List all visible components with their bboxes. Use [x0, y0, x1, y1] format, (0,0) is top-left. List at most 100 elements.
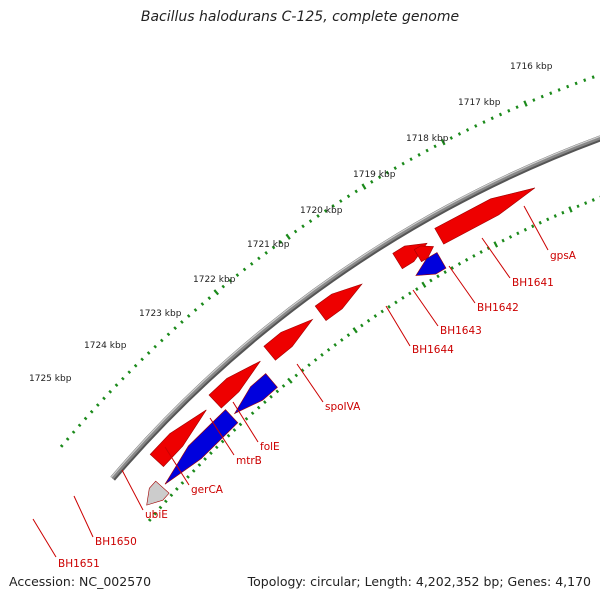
outer-tick	[59, 444, 64, 448]
inner-tick	[313, 358, 318, 362]
inner-tick	[508, 235, 513, 239]
inner-tick	[214, 445, 219, 450]
outer-tick	[474, 124, 478, 128]
outer-tick	[228, 278, 233, 283]
outer-tick	[257, 256, 261, 261]
outer-tick	[370, 180, 374, 184]
outer-tick	[213, 289, 220, 296]
inner-kbp-ticks	[147, 195, 600, 522]
outer-tick	[186, 314, 191, 318]
leader-line	[385, 305, 411, 347]
outer-tick	[133, 363, 138, 368]
outer-tick	[591, 75, 595, 79]
inner-tick	[180, 481, 185, 485]
inner-tick	[197, 463, 202, 467]
inner-tick	[307, 363, 311, 367]
inner-tick	[333, 343, 337, 347]
leader-line	[481, 237, 511, 279]
inner-tick	[244, 416, 249, 421]
kbp-label: 1720 kbp	[300, 206, 343, 216]
outer-tick	[193, 308, 198, 312]
inner-tick	[352, 327, 358, 334]
inner-tick	[546, 217, 550, 222]
outer-tick	[523, 100, 528, 107]
gene-reverse-1	[164, 409, 239, 485]
leader-line	[523, 205, 549, 251]
outer-tick	[180, 320, 184, 324]
gene-label: mtrB	[236, 455, 262, 467]
outer-tick	[331, 204, 335, 208]
kbp-label: 1718 kbp	[406, 134, 449, 144]
outer-tick	[465, 128, 470, 132]
label-leader-lines	[32, 205, 549, 558]
outer-tick	[95, 403, 100, 407]
outer-tick	[173, 326, 178, 331]
outer-tick	[271, 245, 276, 250]
outer-tick	[540, 94, 544, 99]
inner-tick	[269, 394, 273, 399]
gene-label: BH1651	[58, 558, 100, 570]
outer-tick	[557, 88, 561, 92]
outer-tick	[346, 194, 351, 199]
inner-tick	[584, 201, 588, 205]
inner-tick	[250, 411, 255, 416]
inner-tick	[523, 227, 527, 232]
outer-tick	[449, 136, 453, 140]
inner-tick	[408, 291, 412, 296]
gene-label: BH1642	[477, 302, 519, 314]
outer-tick	[308, 219, 313, 224]
gene-features	[146, 187, 536, 506]
kbp-label: 1721 kbp	[247, 240, 290, 250]
outer-tick	[339, 199, 343, 203]
outer-tick	[457, 132, 462, 136]
outer-tick	[301, 224, 305, 229]
gene-labels: gpsA BH1641 BH1642 BH1643 BH1644 spoIVA folE mt…	[58, 250, 577, 570]
outer-tick	[409, 157, 413, 162]
outer-tick	[401, 161, 405, 166]
outer-tick	[83, 416, 88, 421]
inner-tick	[450, 266, 454, 270]
topology-text: Topology: circular; Length: 4,202,352 bp…	[247, 574, 591, 589]
leader-line	[209, 417, 235, 456]
inner-tick	[275, 389, 280, 394]
inner-tick	[232, 428, 237, 432]
inner-tick	[153, 511, 157, 516]
inner-tick	[360, 323, 364, 328]
gene-label: spoIVA	[325, 401, 361, 413]
inner-tick	[346, 333, 351, 337]
leader-line	[412, 289, 439, 327]
inner-tick	[373, 314, 378, 318]
inner-tick	[443, 270, 447, 274]
inner-tick	[576, 204, 580, 209]
leader-line	[232, 401, 259, 443]
inner-tick	[209, 451, 213, 455]
gene-label: BH1650	[95, 536, 137, 548]
kbp-label: 1719 kbp	[353, 170, 396, 180]
inner-tick	[401, 296, 405, 300]
outer-tick	[235, 273, 240, 277]
outer-tick	[482, 120, 486, 124]
outer-tick	[385, 170, 390, 175]
inner-tick	[256, 405, 261, 410]
outer-tick	[71, 430, 76, 434]
inner-tick	[226, 433, 231, 438]
kbp-label: 1723 kbp	[139, 309, 182, 319]
inner-tick	[516, 231, 520, 236]
outer-tick	[377, 175, 382, 180]
outer-tick	[393, 166, 397, 170]
kbp-label: 1724 kbp	[84, 341, 127, 351]
outer-tick	[108, 389, 113, 394]
backbone-line	[110, 135, 600, 480]
inner-tick	[479, 250, 483, 254]
gene-folE	[415, 252, 447, 276]
gene-reverse-2	[233, 373, 278, 415]
gene-gerca	[314, 283, 363, 322]
outer-tick	[361, 183, 367, 190]
inner-tick	[191, 469, 196, 473]
backbone-highlight	[110, 135, 600, 478]
outer-tick	[221, 284, 226, 289]
gene-label: gerCA	[191, 484, 224, 496]
inner-tick	[538, 220, 542, 225]
outer-tick	[316, 214, 320, 218]
